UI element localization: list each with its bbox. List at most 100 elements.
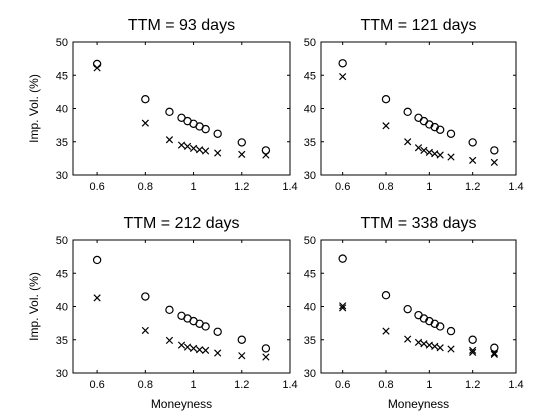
x-tick-label: 1.2 — [465, 181, 480, 193]
y-tick-label: 35 — [56, 335, 68, 347]
data-point-circle — [490, 146, 499, 155]
data-point-cross — [262, 151, 270, 159]
y-axis-label: Imp. Vol. (%) — [27, 272, 41, 341]
data-point-cross — [431, 342, 439, 351]
data-point-cross — [141, 326, 149, 335]
data-point-cross — [436, 344, 444, 352]
data-point-cross — [93, 294, 101, 302]
data-point-circle — [261, 146, 271, 155]
chart-panel: 0.6 0.8 1 1.2 1.4 30 35 40 45 50 TTM = 93 days Imp.… — [27, 17, 298, 193]
data-point-cross — [447, 345, 455, 353]
data-point-circle — [213, 129, 222, 138]
y-tick-label: 50 — [56, 235, 68, 247]
data-point-circle — [237, 138, 246, 147]
y-tick-label: 45 — [56, 268, 68, 280]
y-tick-label: 30 — [304, 368, 316, 380]
data-point-cross — [425, 341, 433, 349]
data-point-circle — [435, 322, 445, 331]
y-tick-label: 50 — [56, 37, 68, 49]
data-point-cross — [431, 150, 439, 158]
axes-frame — [320, 41, 517, 176]
data-point-cross — [404, 138, 412, 146]
data-point-cross — [420, 340, 428, 348]
chart-title: TTM = 338 days — [360, 215, 476, 232]
data-point-cross — [425, 148, 433, 157]
data-point-cross — [93, 64, 101, 72]
data-point-circle — [237, 335, 246, 344]
x-tick-label: 0.6 — [335, 379, 350, 391]
data-point-cross — [201, 346, 210, 355]
x-tick-label: 0.6 — [335, 181, 350, 193]
chart-panel: 0.6 0.8 1 1.2 1.4 30 35 40 45 50 TTM = 338 days Mon… — [304, 215, 524, 411]
data-point-cross — [183, 343, 192, 351]
data-point-cross — [177, 141, 186, 149]
data-point-cross — [404, 335, 412, 343]
x-tick-label: 1.4 — [508, 181, 523, 193]
y-tick-label: 45 — [56, 70, 68, 82]
data-point-circle — [381, 290, 391, 300]
axes-frame — [72, 239, 291, 374]
data-point-cross — [490, 349, 498, 357]
data-point-circle — [201, 124, 210, 134]
x-tick-label: 1.4 — [282, 181, 297, 193]
x-tick-label: 0.6 — [89, 181, 104, 193]
data-point-cross — [339, 304, 347, 312]
y-tick-label: 40 — [56, 104, 68, 116]
data-point-cross — [201, 147, 210, 155]
x-axis-label: Moneyness — [388, 397, 449, 411]
data-point-cross — [382, 327, 390, 335]
data-point-cross — [177, 341, 186, 349]
data-point-circle — [201, 322, 210, 331]
data-point-cross — [469, 156, 477, 164]
y-tick-label: 45 — [304, 70, 316, 82]
y-tick-label: 40 — [304, 104, 316, 116]
x-tick-label: 1 — [426, 181, 432, 193]
data-point-circle — [92, 59, 102, 69]
chart-title: TTM = 93 days — [128, 17, 235, 34]
x-tick-label: 1.2 — [234, 181, 249, 193]
x-tick-label: 1 — [426, 379, 432, 391]
y-tick-label: 30 — [56, 170, 68, 182]
data-point-circle — [213, 327, 222, 336]
data-point-cross — [214, 149, 222, 157]
axes-frame — [320, 239, 517, 374]
data-point-cross — [189, 144, 198, 153]
x-tick-label: 1 — [190, 379, 196, 391]
data-point-cross — [195, 346, 204, 354]
data-point-cross — [165, 136, 174, 144]
x-tick-label: 0.8 — [138, 181, 153, 193]
y-tick-label: 30 — [56, 368, 68, 380]
y-tick-label: 40 — [56, 302, 68, 314]
data-point-circle — [403, 107, 412, 117]
data-point-circle — [92, 255, 102, 265]
x-tick-label: 1.2 — [465, 379, 480, 391]
y-tick-label: 35 — [304, 137, 316, 149]
y-tick-label: 45 — [304, 268, 316, 280]
data-point-cross — [339, 302, 347, 310]
data-point-cross — [420, 146, 428, 155]
x-tick-label: 0.8 — [138, 379, 153, 391]
data-point-circle — [490, 343, 499, 352]
data-point-circle — [165, 305, 174, 315]
data-point-cross — [195, 146, 204, 154]
data-point-circle — [141, 94, 150, 104]
data-point-cross — [414, 338, 423, 347]
x-axis-label: Moneyness — [151, 397, 212, 411]
y-tick-label: 50 — [304, 37, 316, 49]
x-tick-label: 0.6 — [89, 379, 104, 391]
y-tick-label: 30 — [304, 170, 316, 182]
chart-title: TTM = 121 days — [360, 17, 476, 34]
data-point-circle — [446, 326, 456, 336]
data-point-circle — [141, 292, 150, 301]
data-point-cross — [414, 144, 423, 152]
data-point-circle — [468, 138, 477, 147]
data-point-cross — [490, 350, 498, 359]
data-point-cross — [238, 352, 246, 360]
data-point-cross — [165, 336, 174, 345]
data-point-cross — [189, 344, 198, 353]
data-point-cross — [469, 348, 477, 357]
chart-panel: 0.6 0.8 1 1.2 1.4 30 35 40 45 50 TTM = 212 days Mon… — [27, 215, 298, 411]
data-point-cross — [141, 119, 149, 127]
data-point-circle — [403, 304, 412, 314]
data-point-cross — [339, 72, 347, 81]
